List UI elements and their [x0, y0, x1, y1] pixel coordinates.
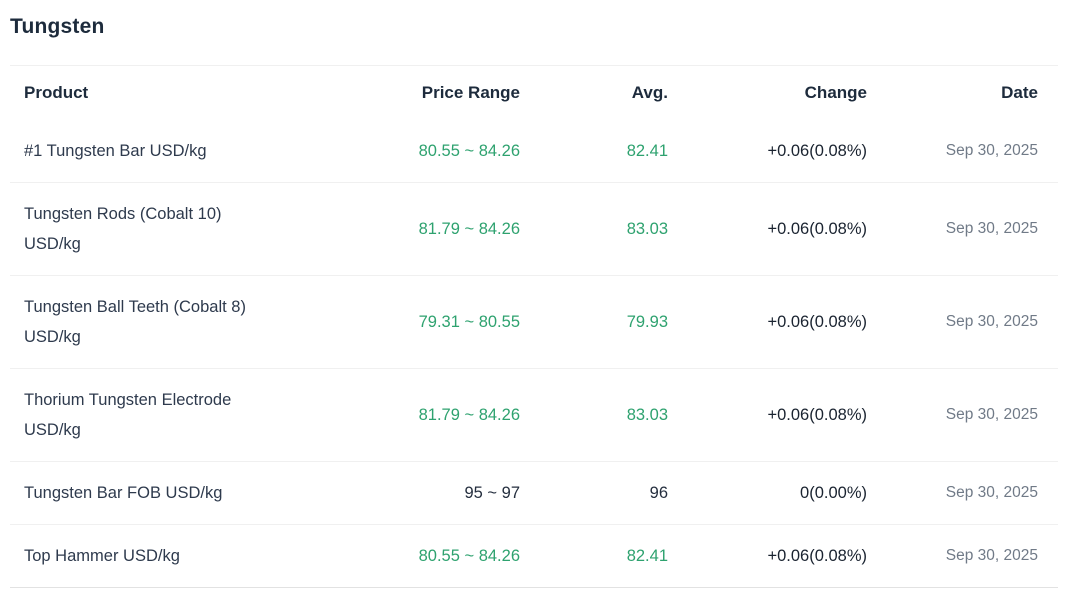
- date-value: Sep 30, 2025: [867, 524, 1058, 588]
- table-row: Tungsten Ball Teeth (Cobalt 8) USD/kg 79.3…: [10, 275, 1058, 369]
- product-name: Tungsten Bar FOB USD/kg: [10, 461, 380, 525]
- date-value: Sep 30, 2025: [867, 120, 1058, 183]
- change-value: +0.06(0.08%): [668, 182, 867, 276]
- change-value: 0(0.00%): [668, 461, 867, 525]
- date-value: Sep 30, 2025: [867, 368, 1058, 462]
- avg-value: 82.41: [520, 524, 668, 588]
- price-range-value: 79.31 ~ 80.55: [380, 275, 520, 369]
- column-header-avg: Avg.: [520, 65, 668, 120]
- table-row: Top Hammer USD/kg 80.55 ~ 84.26 82.41 +0.06…: [10, 524, 1058, 588]
- price-range-value: 81.79 ~ 84.26: [380, 182, 520, 276]
- product-name: Thorium Tungsten Electrode USD/kg: [10, 368, 380, 462]
- avg-value: 79.93: [520, 275, 668, 369]
- product-name: Tungsten Ball Teeth (Cobalt 8) USD/kg: [10, 275, 380, 369]
- table-row: #1 Tungsten Bar USD/kg 80.55 ~ 84.26 82.41…: [10, 120, 1058, 183]
- change-value: +0.06(0.08%): [668, 524, 867, 588]
- product-name: #1 Tungsten Bar USD/kg: [10, 120, 380, 183]
- product-name: Tungsten Rods (Cobalt 10) USD/kg: [10, 182, 380, 276]
- avg-value: 83.03: [520, 368, 668, 462]
- table-row: Tungsten Bar FOB USD/kg 95 ~ 97 96 0(0.00%)…: [10, 461, 1058, 525]
- page-title: Tungsten: [10, 15, 105, 38]
- column-header-product: Product: [10, 65, 380, 120]
- change-value: +0.06(0.08%): [668, 368, 867, 462]
- avg-value: 82.41: [520, 120, 668, 183]
- avg-value: 83.03: [520, 182, 668, 276]
- price-range-value: 81.79 ~ 84.26: [380, 368, 520, 462]
- avg-value: 96: [520, 461, 668, 525]
- column-header-date: Date: [867, 65, 1058, 120]
- date-value: Sep 30, 2025: [867, 182, 1058, 276]
- price-range-value: 95 ~ 97: [380, 461, 520, 525]
- date-value: Sep 30, 2025: [867, 275, 1058, 369]
- product-name: Top Hammer USD/kg: [10, 524, 380, 588]
- price-range-value: 80.55 ~ 84.26: [380, 524, 520, 588]
- tungsten-price-table: Product Price Range Avg. Change Date #1 …: [10, 65, 1058, 588]
- column-header-change: Change: [668, 65, 867, 120]
- table-row: Thorium Tungsten Electrode USD/kg 81.79 ~ …: [10, 368, 1058, 462]
- price-range-value: 80.55 ~ 84.26: [380, 120, 520, 183]
- table-row: Tungsten Rods (Cobalt 10) USD/kg 81.79 ~ 8…: [10, 182, 1058, 276]
- column-header-price-range: Price Range: [380, 65, 520, 120]
- table-header-row: Product Price Range Avg. Change Date: [10, 65, 1058, 120]
- change-value: +0.06(0.08%): [668, 275, 867, 369]
- date-value: Sep 30, 2025: [867, 461, 1058, 525]
- change-value: +0.06(0.08%): [668, 120, 867, 183]
